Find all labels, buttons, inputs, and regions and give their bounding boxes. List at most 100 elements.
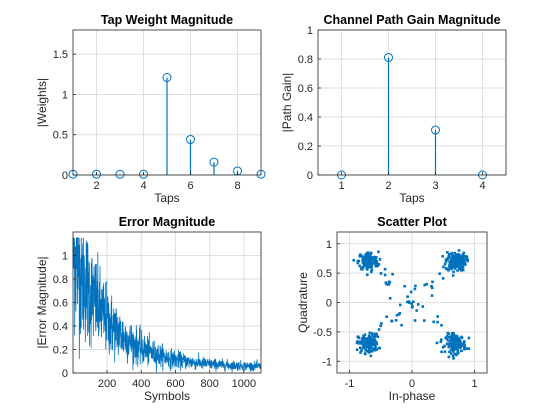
- tap-weight-axes-box: [72, 29, 262, 176]
- scatter-point: [425, 282, 429, 286]
- scatter-point: [461, 253, 465, 257]
- scatter-point: [450, 267, 453, 271]
- scatter-title: Scatter Plot: [377, 215, 447, 229]
- error-y-tick-label: 0.8: [53, 274, 68, 286]
- scatter-point: [360, 337, 364, 340]
- scatter-point: [360, 266, 364, 269]
- tap-weight-y-tick-label: 0.5: [53, 130, 68, 142]
- scatter-point: [453, 345, 456, 348]
- scatter-point: [451, 335, 455, 338]
- scatter-point: [454, 337, 458, 341]
- scatter-point: [399, 303, 402, 307]
- scatter-point: [374, 345, 377, 349]
- scatter-point: [455, 334, 459, 338]
- scatter-xlabel: In-phase: [389, 389, 436, 403]
- scatter-point: [450, 262, 453, 265]
- scatter-point: [453, 263, 457, 266]
- error-y-tick-label: 0.4: [53, 321, 68, 333]
- scatter-point: [459, 346, 462, 349]
- scatter-point: [467, 347, 471, 350]
- scatter-point: [458, 338, 461, 341]
- scatter-point: [391, 272, 394, 276]
- scatter-point: [364, 254, 368, 257]
- scatter-point: [374, 256, 377, 259]
- scatter-point: [464, 263, 467, 266]
- scatter-point: [383, 267, 387, 271]
- scatter-point: [460, 336, 464, 340]
- channel-gain-title: Channel Path Gain Magnitude: [323, 13, 500, 27]
- scatter-point: [457, 260, 461, 264]
- tap-weight-x-tick-label: 2: [93, 180, 99, 192]
- channel-gain-marker: [384, 53, 393, 63]
- scatter-point: [447, 332, 451, 336]
- scatter-point: [455, 258, 459, 262]
- scatter-point: [355, 348, 359, 351]
- scatter-point: [373, 343, 377, 346]
- scatter-point: [435, 341, 439, 345]
- scatter-point: [362, 346, 366, 349]
- scatter-point: [361, 259, 364, 262]
- scatter-point: [372, 339, 376, 343]
- scatter-ylabel: Quadrature: [296, 272, 310, 333]
- scatter-point: [447, 336, 451, 339]
- scatter-point: [443, 344, 446, 348]
- scatter-point: [454, 339, 458, 343]
- scatter-point: [377, 346, 381, 350]
- scatter-point: [453, 258, 456, 261]
- scatter-point: [456, 255, 460, 258]
- scatter-point: [363, 333, 367, 336]
- scatter-point: [366, 263, 369, 266]
- scatter-point: [394, 319, 398, 322]
- error-y-tick-label: 0.6: [53, 298, 68, 310]
- scatter-point: [411, 304, 414, 308]
- channel-gain-axes-box: [317, 29, 507, 176]
- scatter-point: [451, 260, 455, 263]
- scatter-point: [409, 290, 413, 294]
- scatter-point: [406, 300, 409, 304]
- scatter-point: [452, 270, 455, 274]
- tap-weight-y-tick-label: 1.5: [53, 49, 68, 61]
- scatter-y-tick-label: -0.5: [313, 327, 332, 339]
- scatter-point: [361, 343, 365, 346]
- error-x-tick-label: 600: [166, 378, 184, 390]
- scatter-point: [367, 340, 371, 343]
- scatter-point: [362, 263, 366, 267]
- scatter-point: [375, 332, 378, 336]
- scatter-point: [377, 328, 381, 331]
- scatter-point: [450, 345, 453, 349]
- scatter-point: [461, 256, 464, 259]
- scatter-point: [366, 251, 370, 254]
- scatter-point: [356, 261, 360, 265]
- channel-gain-y-tick-label: 0.4: [298, 112, 313, 124]
- scatter-point: [460, 259, 464, 262]
- scatter-point: [373, 259, 377, 262]
- scatter-point: [387, 280, 391, 284]
- tap-weight-x-tick-label: 6: [187, 180, 193, 192]
- scatter-point: [463, 346, 466, 349]
- scatter-point: [452, 256, 455, 259]
- tap-weight-title: Tap Weight Magnitude: [101, 13, 233, 27]
- scatter-point: [450, 257, 453, 261]
- scatter-point: [459, 254, 463, 258]
- scatter-point: [448, 256, 452, 259]
- scatter-point: [450, 342, 454, 346]
- error-x-tick-label: 400: [132, 378, 150, 390]
- scatter-point: [416, 303, 420, 306]
- scatter-point: [465, 347, 468, 350]
- scatter-point: [458, 253, 461, 257]
- scatter-point: [466, 258, 469, 261]
- scatter-point: [463, 259, 466, 263]
- scatter-point: [365, 261, 369, 264]
- scatter-point: [369, 259, 372, 262]
- scatter-point: [465, 255, 469, 258]
- scatter-point: [448, 266, 451, 270]
- tap-weight-xlabel: Taps: [154, 191, 179, 205]
- scatter-point: [369, 354, 373, 358]
- scatter-point: [385, 315, 388, 318]
- scatter-point: [445, 334, 449, 338]
- scatter-point: [452, 337, 455, 340]
- error-y-tick-label: 1: [62, 251, 68, 263]
- scatter-point: [362, 256, 365, 260]
- tap-weight-y-tick-label: 0: [62, 170, 68, 182]
- scatter-point: [369, 346, 372, 349]
